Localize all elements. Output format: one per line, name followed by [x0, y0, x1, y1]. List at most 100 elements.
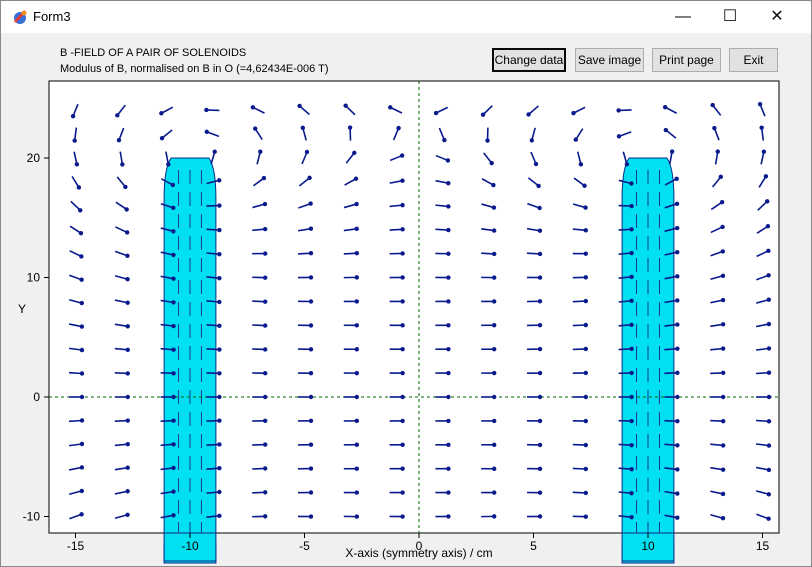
field-vector-head: [262, 514, 268, 519]
field-vector-head: [766, 297, 771, 302]
field-vector-head: [308, 466, 314, 471]
field-vector-head: [489, 160, 494, 166]
field-vector-head: [720, 516, 726, 521]
title-bar: Form3 — ☐ ✕: [1, 1, 811, 33]
field-vector-head: [258, 149, 263, 154]
field-vector-head: [583, 228, 588, 233]
save-image-button[interactable]: Save image: [575, 48, 644, 72]
field-vector-head: [262, 275, 268, 280]
field-vector-head: [217, 251, 222, 257]
field-vector-head: [629, 466, 634, 472]
field-vector-head: [308, 394, 314, 400]
field-vector-head: [766, 370, 772, 375]
field-vector-head: [582, 183, 587, 188]
field-vector-head: [629, 227, 634, 232]
field-vector-head: [720, 419, 726, 424]
app-icon: [11, 8, 29, 26]
field-vector-head: [354, 514, 359, 519]
field-vector-head: [491, 490, 497, 495]
field-vector-head: [308, 275, 314, 280]
field-vector-head: [675, 467, 680, 472]
field-vector-head: [533, 161, 539, 167]
field-vector-head: [262, 371, 268, 376]
field-vector-head: [171, 229, 176, 234]
field-vector-head: [629, 203, 634, 209]
field-vector-head: [400, 275, 405, 280]
field-vector-head: [123, 184, 128, 190]
field-vector-head: [159, 111, 164, 116]
field-vector-head: [125, 394, 130, 400]
field-vector-head: [217, 394, 222, 400]
y-tick-label: 10: [27, 271, 41, 285]
field-vector-head: [354, 370, 359, 376]
y-tick-label: 20: [27, 151, 41, 165]
field-vector-head: [720, 273, 726, 278]
field-vector-head: [217, 299, 222, 305]
field-vector-head: [171, 300, 176, 305]
field-vector-head: [766, 248, 771, 254]
field-vector-head: [217, 178, 222, 183]
field-vector-head: [629, 250, 634, 256]
change-data-button[interactable]: Change data: [492, 48, 566, 72]
field-vector-head: [766, 419, 772, 424]
field-vector-head: [308, 226, 314, 231]
field-vector-head: [446, 275, 451, 280]
field-vector-head: [262, 418, 268, 423]
field-vector-head: [446, 514, 451, 519]
close-button[interactable]: ✕: [770, 8, 784, 25]
field-vector-head: [79, 418, 85, 423]
field-vector-head: [663, 127, 669, 133]
field-vector-head: [125, 512, 130, 517]
field-vector-head: [217, 371, 222, 376]
field-vector-head: [72, 138, 77, 143]
field-vector-head: [400, 394, 405, 400]
maximize-button[interactable]: ☐: [722, 8, 738, 25]
field-vector-head: [217, 323, 222, 328]
field-vector-head: [766, 443, 772, 448]
field-vector-head: [446, 442, 451, 448]
minimize-button[interactable]: —: [675, 8, 691, 25]
field-vector-head: [720, 467, 726, 472]
field-vector-head: [217, 489, 222, 495]
field-vector-head: [675, 250, 680, 255]
field-vector-head: [583, 514, 588, 519]
field-vector-head: [669, 149, 675, 154]
field-vector-head: [170, 182, 176, 188]
field-vector-head: [491, 346, 497, 352]
field-vector-head: [353, 176, 359, 181]
field-vector-head: [116, 137, 122, 143]
field-vector-head: [166, 162, 171, 167]
field-vector-head: [446, 466, 451, 471]
field-vector-head: [537, 228, 543, 233]
field-vector-head: [583, 466, 588, 472]
field-vector-head: [79, 441, 85, 447]
field-vector-head: [125, 441, 130, 447]
field-vector-head: [308, 370, 314, 376]
field-vector-head: [537, 370, 543, 376]
field-vector-head: [675, 322, 680, 327]
field-vector-head: [171, 442, 176, 447]
field-vector-head: [354, 201, 359, 207]
field-vector-head: [79, 488, 84, 494]
field-vector-head: [79, 277, 84, 282]
field-vector-head: [616, 134, 622, 139]
field-vector-head: [629, 394, 634, 400]
field-vector-head: [491, 228, 497, 233]
field-vector-head: [446, 227, 451, 233]
field-vector-head: [445, 158, 451, 163]
field-vector-head: [446, 323, 451, 328]
field-vector-head: [354, 442, 359, 447]
field-vector-head: [446, 299, 451, 304]
field-vector-head: [446, 394, 451, 400]
field-vector-head: [571, 110, 576, 116]
field-vector-head: [578, 162, 584, 167]
field-vector-head: [400, 347, 405, 352]
exit-button[interactable]: Exit: [729, 48, 778, 72]
print-page-button[interactable]: Print page: [652, 48, 721, 72]
field-vector-head: [354, 347, 359, 352]
field-vector-head: [766, 394, 772, 400]
field-vector-head: [629, 346, 634, 352]
field-vector-head: [446, 251, 451, 256]
field-vector-head: [766, 321, 772, 327]
